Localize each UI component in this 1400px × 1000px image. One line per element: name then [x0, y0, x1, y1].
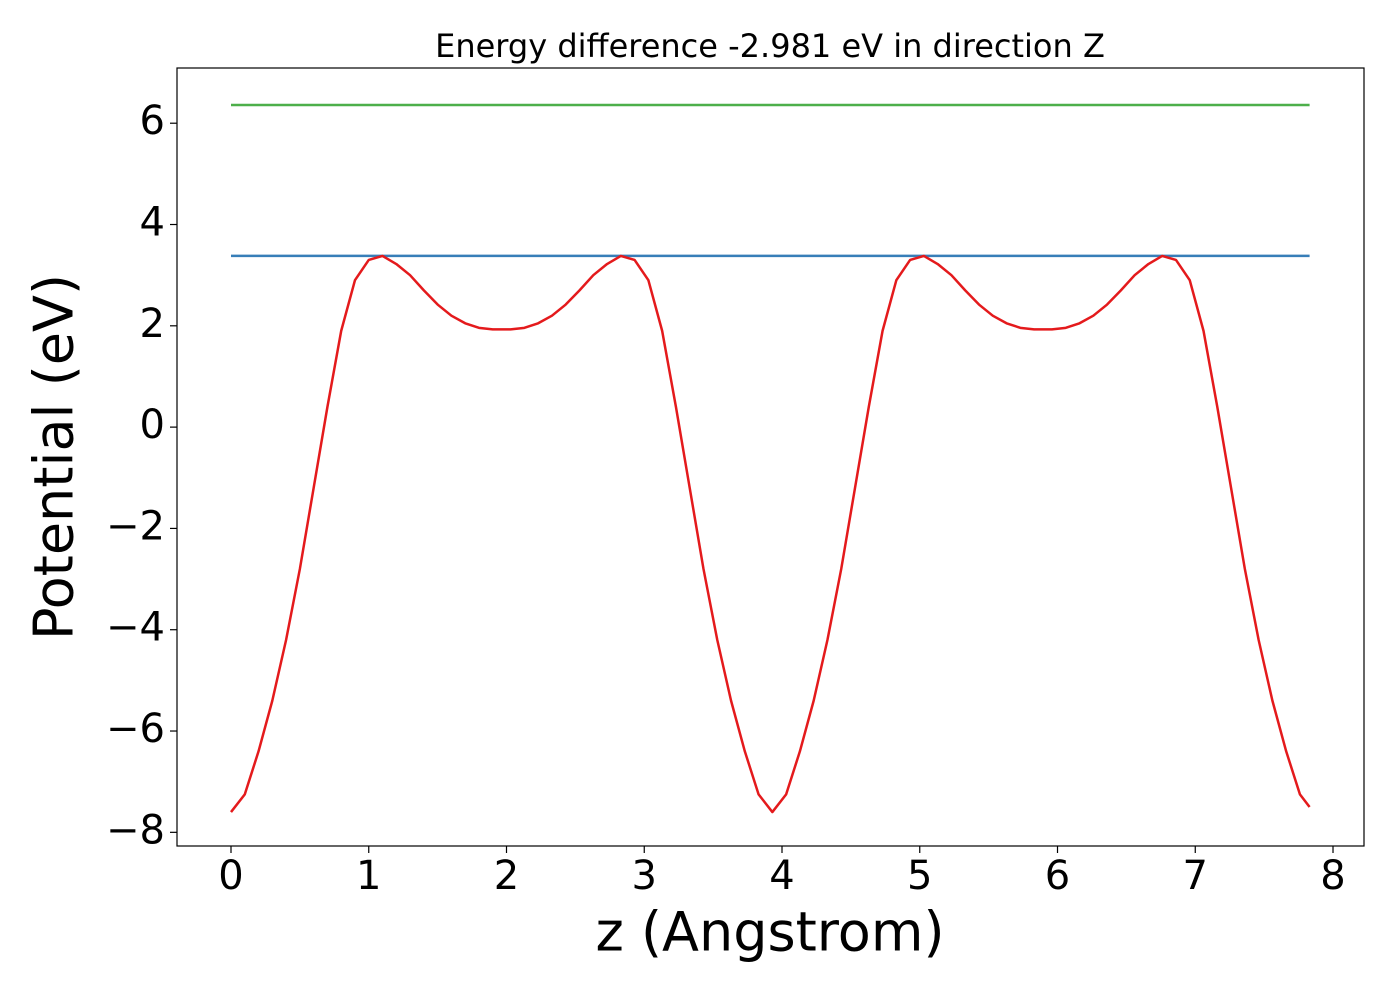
x-tick-label: 7 — [1183, 853, 1208, 899]
y-tick-label: 6 — [140, 98, 165, 144]
x-tick-label: 1 — [356, 853, 381, 899]
y-tick-label: 4 — [140, 200, 165, 246]
x-axis-label: z (Angstrom) — [595, 901, 944, 964]
y-tick-label: −6 — [106, 706, 165, 752]
y-tick-label: 2 — [140, 301, 165, 347]
chart-title: Energy difference -2.981 eV in direction… — [435, 27, 1105, 65]
x-tick-label: 3 — [632, 853, 657, 899]
y-axis-label: Potential (eV) — [23, 274, 86, 640]
x-tick-label: 5 — [907, 853, 932, 899]
data-line — [230, 254, 1311, 814]
plot-frame — [176, 67, 1365, 847]
y-tick-label: −2 — [106, 503, 165, 549]
x-tick-label: 0 — [218, 853, 243, 899]
y-tick-label: 0 — [140, 402, 165, 448]
y-tick-label: −8 — [106, 807, 165, 853]
x-tick-label: 6 — [1045, 853, 1070, 899]
x-tick-label: 8 — [1320, 853, 1345, 899]
y-tick-label: −4 — [106, 605, 165, 651]
x-tick-label: 2 — [494, 853, 519, 899]
x-tick-label: 4 — [769, 853, 794, 899]
